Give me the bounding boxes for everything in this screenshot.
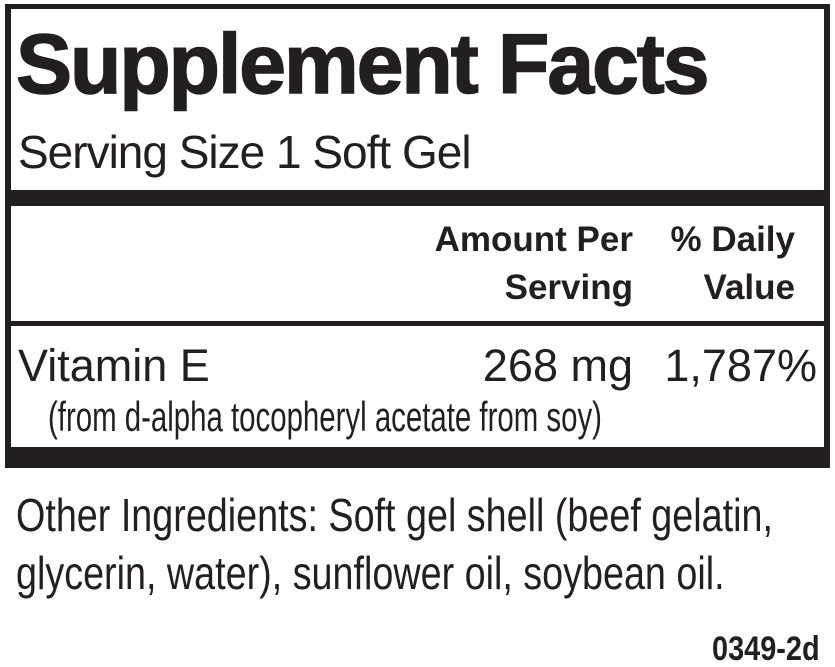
thin-divider [11,321,824,326]
panel-title: Supplement Facts [15,17,710,111]
product-code: 0349-2d [712,630,820,667]
other-ingredients-text: Other Ingredients: Soft gel shell (beef … [16,489,773,599]
nutrient-name: Vitamin E [18,340,210,391]
amount-header-line2: Serving [504,268,633,307]
amount-header-line1: Amount Per [434,220,633,259]
daily-value-header-line1: % Daily [670,220,796,259]
daily-value-header: % Daily Value [671,216,796,312]
serving-size-text: Serving Size 1 Soft Gel [18,126,472,178]
thick-divider-top [11,190,824,206]
amount-per-serving-header: Amount Per Serving [435,216,633,312]
nutrient-source-note: (from d-alpha tocopheryl acetate from so… [48,393,602,440]
nutrient-daily-value: 1,787% [664,340,817,391]
facts-box-border [5,4,830,468]
daily-value-header-line2: Value [703,268,795,307]
nutrient-amount: 268 mg [482,340,633,391]
